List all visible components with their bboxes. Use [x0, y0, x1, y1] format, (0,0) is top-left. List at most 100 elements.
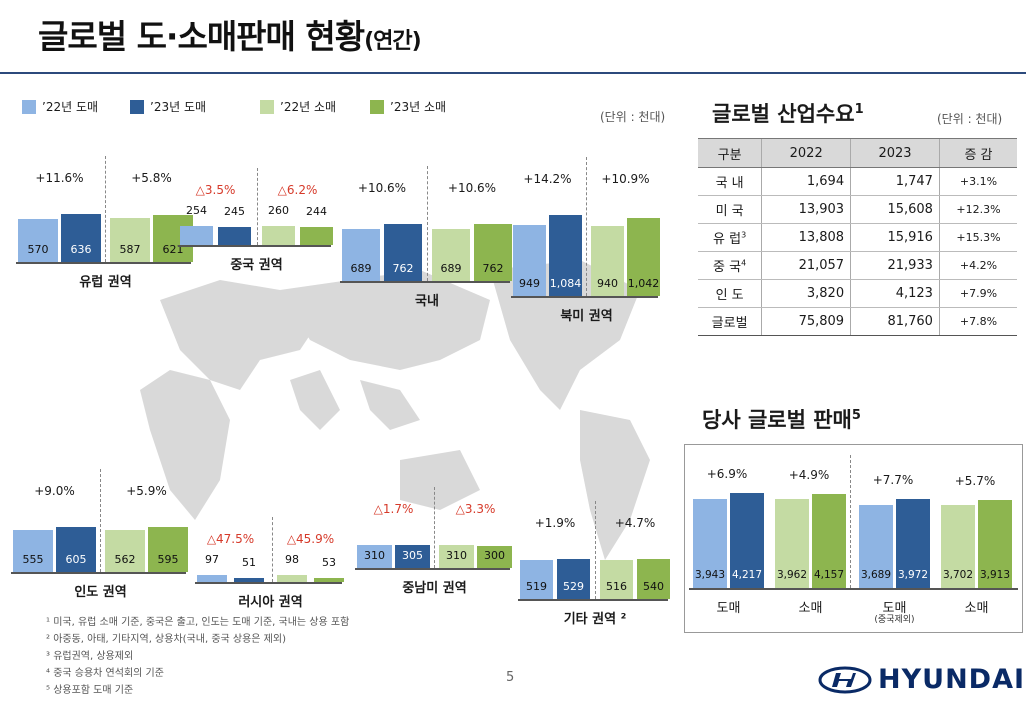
sales-value-label: 3,702: [942, 569, 974, 581]
bar-india-1: [56, 526, 96, 572]
growth-label: +9.0%: [34, 483, 75, 498]
sales-subnote: (중국제외): [874, 615, 915, 625]
hyundai-emblem-icon: [818, 666, 872, 693]
row-name: 중 국4: [698, 251, 762, 280]
growth-label: △3.5%: [195, 182, 236, 197]
bar-domestic-1: [384, 223, 422, 281]
sales-value-label: 3,962: [776, 569, 808, 581]
cell-2022: 75,809: [761, 307, 851, 336]
sales-bar-2-0: [859, 504, 893, 588]
sales-bar-0-1: [730, 493, 764, 588]
cell-change: +7.8%: [938, 307, 1017, 336]
map-australia: [400, 450, 480, 510]
bar-value-label: 244: [306, 204, 327, 218]
cell-2023: 15,608: [850, 195, 940, 224]
table-row: 중 국4 21,057 21,933 +4.2%: [698, 251, 1017, 280]
bar-value-label: 98: [285, 552, 299, 566]
region-name-europe: 유럽 권역: [79, 275, 132, 290]
industry-demand-title: 글로벌 산업수요1: [712, 102, 864, 126]
growth-label: △6.2%: [277, 182, 318, 197]
chart-baseline: [511, 296, 658, 298]
chart-baseline: [178, 245, 331, 247]
growth-label: +14.2%: [523, 171, 572, 186]
footnote: ² 아중동, 아태, 기타지역, 상용차(국내, 중국 상용은 제외): [46, 634, 286, 645]
sales-growth-label: +7.7%: [872, 472, 914, 487]
footnote: ¹ 미국, 유럽 소매 기준, 중국은 출고, 인도는 도매 기준, 국내는 상…: [46, 617, 350, 628]
cell-2022: 13,903: [761, 195, 851, 224]
cell-change: +3.1%: [938, 167, 1017, 196]
bar-russia-1: [234, 578, 264, 582]
sales-divider: [850, 455, 851, 588]
sales-bar-1-0: [775, 498, 809, 588]
bar-value-label: 540: [643, 580, 664, 593]
sales-growth-label: +5.7%: [954, 473, 996, 488]
map-southeast-asia: [360, 380, 420, 430]
sales-value-label: 3,689: [860, 569, 892, 581]
legend-item-22-retail: ’22년 소매: [260, 98, 336, 115]
sales-growth-label: +4.9%: [788, 468, 830, 483]
bar-value-label: 519: [526, 580, 547, 593]
bar-value-label: 260: [268, 203, 289, 217]
legend-swatch: [370, 99, 384, 114]
bar-china-1: [218, 226, 251, 245]
sales-value-label: 4,217: [731, 569, 763, 581]
unit-label: (단위 : 천대): [600, 110, 666, 124]
chart-divider: [434, 486, 435, 568]
footnotes: ¹ 미국, 유럽 소매 기준, 중국은 출고, 인도는 도매 기준, 국내는 상…: [46, 614, 349, 699]
legend-swatch: [22, 99, 36, 114]
sales-value-label: 4,157: [813, 569, 845, 581]
cell-change: +12.3%: [938, 195, 1017, 224]
cell-2022: 3,820: [761, 279, 851, 308]
cell-2022: 13,808: [761, 223, 851, 252]
map-africa: [140, 370, 230, 520]
sales-category-label: 도매: [882, 601, 907, 616]
bar-india-2: [105, 529, 145, 572]
bar-value-label: 762: [482, 262, 504, 275]
chart-divider: [105, 156, 106, 262]
bar-value-label: 555: [22, 553, 44, 566]
cell-2022: 1,694: [761, 167, 851, 196]
bar-value-label: 689: [350, 262, 372, 275]
sales-category-label: 소매: [964, 601, 989, 616]
bar-latin-america-2: [439, 544, 474, 568]
growth-label: +4.7%: [614, 515, 656, 530]
cell-2023: 4,123: [850, 279, 940, 308]
chart-divider: [427, 165, 428, 281]
bar-value-label: 562: [114, 553, 136, 566]
bar-value-label: 940: [597, 277, 618, 290]
bar-north-america-0: [513, 224, 546, 296]
bar-value-label: 245: [224, 204, 245, 218]
bar-value-label: 305: [402, 549, 423, 562]
bar-value-label: 53: [322, 556, 336, 569]
region-name-domestic: 국내: [415, 294, 439, 309]
bar-value-label: 529: [563, 580, 584, 593]
hyundai-logo: HYUNDAI: [818, 664, 1025, 695]
col-header-2022: 2022: [761, 138, 851, 168]
row-name: 글로벌: [698, 307, 762, 336]
table-row: 국 내 1,694 1,747 +3.1%: [698, 167, 1017, 196]
bar-india-3: [148, 527, 188, 572]
chart-divider: [595, 500, 596, 599]
sales-value-label: 3,913: [979, 569, 1011, 581]
sales-category-label: 소매: [798, 601, 823, 616]
map-south-america: [580, 410, 650, 560]
bar-value-label: 636: [70, 243, 92, 256]
bar-china-0: [180, 225, 213, 245]
cell-2023: 21,933: [850, 251, 940, 280]
company-sales-chart: 3,943 4,217 +6.9% 도매 3,962 4,157 +4.9% 소매 3,689 3…: [684, 444, 1023, 633]
row-name: 유 럽3: [698, 223, 762, 252]
growth-label: △47.5%: [206, 531, 255, 546]
sales-value-label: 3,972: [897, 569, 929, 581]
bar-europe-0: [18, 219, 58, 262]
chart-baseline: [355, 568, 510, 570]
col-header-category: 구분: [698, 138, 762, 168]
region-name-latin-america: 중남미 권역: [402, 581, 467, 596]
bar-domestic-0: [342, 229, 380, 281]
growth-label: △45.9%: [286, 531, 335, 546]
sales-bar-3-1: [978, 499, 1012, 588]
row-name: 국 내: [698, 167, 762, 196]
legend-swatch: [260, 99, 274, 114]
bar-value-label: 1,084: [549, 277, 582, 290]
cell-2023: 81,760: [850, 307, 940, 336]
chart-baseline: [16, 262, 191, 264]
